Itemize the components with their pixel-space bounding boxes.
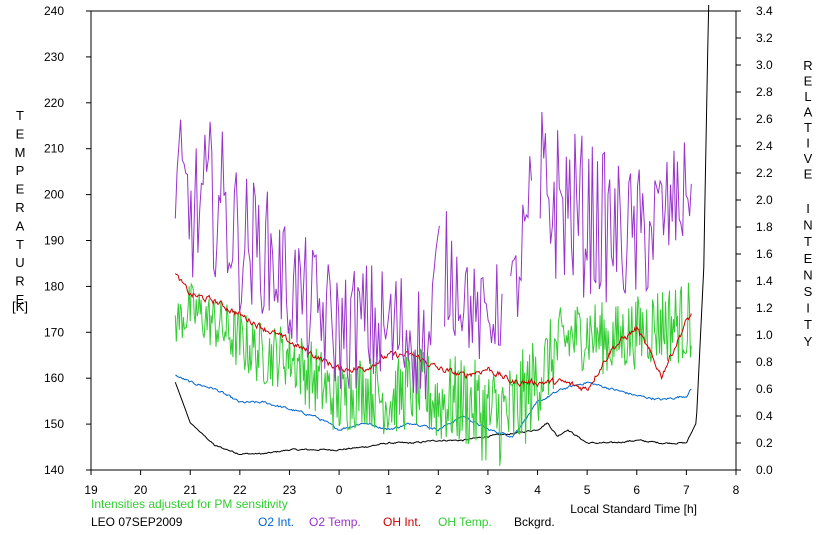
left-title-letter: R: [15, 200, 24, 215]
right-title-letter: S: [804, 284, 813, 299]
x-tick-label: 7: [683, 483, 690, 497]
x-tick-label: 20: [134, 483, 148, 497]
legend-item: O2 Temp.: [309, 515, 361, 529]
right-tick-label: 0.2: [756, 436, 773, 450]
x-axis-label: Local Standard Time [h]: [570, 502, 697, 516]
left-title-letter: T: [16, 237, 24, 252]
right-title-letter: I: [806, 201, 810, 216]
right-title-letter: E: [804, 74, 813, 89]
x-tick-label: 3: [485, 483, 492, 497]
right-tick-label: 0.0: [756, 463, 773, 477]
x-tick-label: 6: [633, 483, 640, 497]
left-title-letter: E: [16, 182, 25, 197]
right-title-letter: E: [804, 167, 813, 182]
left-tick-label: 160: [44, 371, 64, 385]
x-tick-label: 1: [385, 483, 392, 497]
right-tick-label: 0.6: [756, 382, 773, 396]
left-tick-label: 240: [44, 4, 64, 18]
right-title-letter: T: [804, 120, 812, 135]
right-tick-label: 2.8: [756, 85, 773, 99]
legend-item: OH Temp.: [438, 515, 492, 529]
left-axis: 140 150 160 170 180 190 200 210 220 230 240: [44, 4, 91, 477]
right-title-letter: A: [804, 105, 813, 120]
legend: O2 Int. O2 Temp. OH Int. OH Temp. Bckgrd.: [258, 515, 555, 529]
series-layer: [174, 4, 710, 466]
right-tick-label: 2.4: [756, 139, 773, 153]
series-line-bckgrd: [174, 4, 710, 456]
legend-item: Bckgrd.: [514, 515, 555, 529]
left-tick-label: 170: [44, 325, 64, 339]
right-axis: 0.0 0.2 0.4 0.6 0.8 1.0 1.2 1.4 1.6 1.8 2.0 2.2 2.4 2…: [736, 4, 773, 477]
left-tick-label: 210: [44, 142, 64, 156]
right-title-letter: V: [804, 151, 813, 166]
right-title-letter: Y: [804, 334, 813, 349]
x-tick-label: 21: [184, 483, 198, 497]
legend-item: OH Int.: [383, 515, 421, 529]
x-tick-label: 4: [534, 483, 541, 497]
right-tick-label: 1.6: [756, 247, 773, 261]
right-title-letter: T: [804, 317, 812, 332]
left-title-letter: M: [15, 145, 26, 160]
right-title-letter: I: [806, 136, 810, 151]
left-title-letter: E: [16, 292, 25, 307]
x-tick-label: 5: [584, 483, 591, 497]
right-tick-label: 0.8: [756, 355, 773, 369]
legend-item: O2 Int.: [258, 515, 294, 529]
left-title-letter: E: [16, 126, 25, 141]
right-tick-label: 1.8: [756, 220, 773, 234]
right-title-letter: N: [803, 218, 812, 233]
left-tick-label: 190: [44, 234, 64, 248]
left-tick-label: 220: [44, 96, 64, 110]
right-tick-label: 0.4: [756, 409, 773, 423]
right-title-letter: N: [803, 267, 812, 282]
left-title-letter: R: [15, 274, 24, 289]
right-tick-label: 2.0: [756, 193, 773, 207]
x-tick-label: 23: [283, 483, 297, 497]
right-tick-label: 1.2: [756, 301, 773, 315]
right-tick-label: 2.6: [756, 112, 773, 126]
x-tick-label: 22: [233, 483, 247, 497]
series-line-oh-temp: [174, 282, 692, 466]
left-tick-label: 150: [44, 417, 64, 431]
x-tick-label: 0: [336, 483, 343, 497]
series-line-oh-int: [174, 273, 692, 392]
right-tick-label: 1.4: [756, 274, 773, 288]
left-tick-label: 140: [44, 463, 64, 477]
x-tick-label: 8: [733, 483, 740, 497]
series-line-o2-int: [175, 374, 692, 438]
left-title-letter: P: [16, 163, 25, 178]
right-title-letter: I: [806, 301, 810, 316]
right-title-letter: E: [804, 251, 813, 266]
x-axis: 19 20 21 22 23 0 1 2 3 4 5 6 7 8: [84, 470, 740, 497]
right-tick-label: 2.2: [756, 166, 773, 180]
left-axis-unit: [K]: [12, 299, 28, 314]
left-tick-label: 180: [44, 279, 64, 293]
left-tick-label: 200: [44, 188, 64, 202]
station-label: LEO 07SEP2009: [91, 515, 183, 529]
left-title-letter: A: [16, 218, 25, 233]
right-title-letter: L: [804, 89, 811, 104]
right-title-letter: T: [804, 234, 812, 249]
plot-frame: [90, 10, 737, 471]
series-line-o2-temp: [174, 111, 692, 400]
x-tick-label: 2: [435, 483, 442, 497]
right-tick-label: 3.4: [756, 4, 773, 18]
left-title-letter: T: [16, 108, 24, 123]
left-title-letter: U: [15, 255, 24, 270]
right-tick-label: 3.0: [756, 58, 773, 72]
right-title-letter: R: [803, 58, 812, 73]
right-tick-label: 1.0: [756, 328, 773, 342]
left-tick-label: 230: [44, 50, 64, 64]
right-tick-label: 3.2: [756, 31, 773, 45]
x-tick-label: 19: [84, 483, 98, 497]
chart-note: Intensities adjusted for PM sensitivity: [91, 497, 288, 511]
